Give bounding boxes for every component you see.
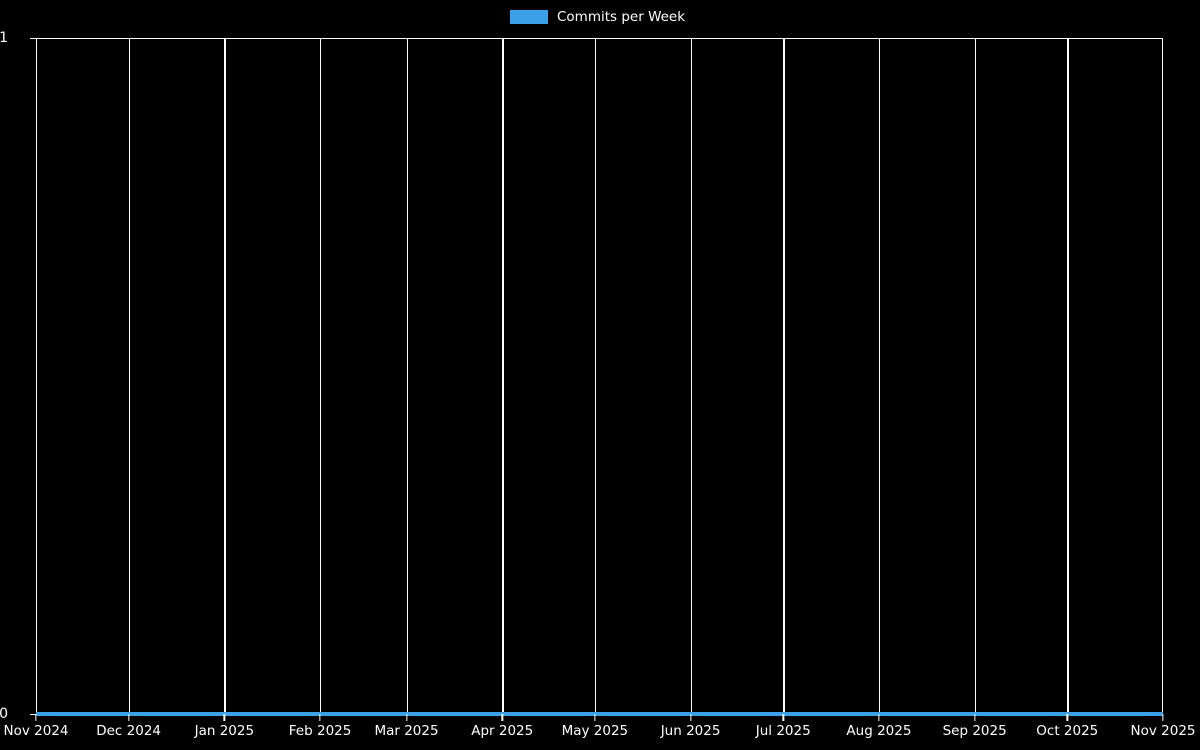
x-tick-label-mar-2025: Mar 2025 <box>374 723 439 739</box>
x-tick-label-jan-2025: Jan 2025 <box>194 723 255 739</box>
y-tick-label-1: 1 <box>0 30 8 46</box>
y-tick-label-0: 0 <box>0 706 8 722</box>
x-tick-label-nov-2025: Nov 2025 <box>1130 723 1196 739</box>
y-tick-mark-1 <box>30 38 37 40</box>
gridline-jan-2025 <box>224 38 226 714</box>
x-tick-mark-0 <box>35 714 37 721</box>
x-tick-mark-6 <box>594 714 596 721</box>
gridline-dec-2024 <box>128 38 130 714</box>
x-tick-label-jun-2025: Jun 2025 <box>660 723 721 739</box>
x-tick-mark-2 <box>223 714 225 721</box>
x-tick-mark-7 <box>689 714 692 721</box>
gridline-jul-2025 <box>783 38 785 714</box>
x-tick-mark-9 <box>878 714 880 721</box>
legend-swatch-commits-per-week <box>510 10 548 24</box>
x-tick-mark-12 <box>1162 714 1164 721</box>
x-tick-label-may-2025: May 2025 <box>561 723 629 739</box>
y-tick-mark-0 <box>30 714 37 716</box>
gridline-jun-2025 <box>690 38 692 714</box>
x-tick-mark-3 <box>319 714 321 721</box>
series-line-commits-per-week <box>36 711 1163 716</box>
chart-legend: Commits per Week <box>510 8 685 26</box>
gridline-sep-2025 <box>974 38 976 714</box>
x-tick-mark-4 <box>405 714 408 721</box>
gridline-aug-2025 <box>878 38 881 714</box>
x-tick-mark-11 <box>1066 714 1068 721</box>
x-tick-label-apr-2025: Apr 2025 <box>471 723 534 739</box>
x-tick-label-jul-2025: Jul 2025 <box>755 723 811 739</box>
axis-spine-top <box>36 38 1163 40</box>
x-tick-label-feb-2025: Feb 2025 <box>288 723 352 739</box>
axis-spine-left <box>36 38 38 714</box>
plot-area <box>36 38 1163 716</box>
x-tick-label-nov-2024: Nov 2024 <box>3 723 69 739</box>
x-tick-mark-10 <box>973 714 976 721</box>
x-tick-mark-1 <box>127 714 130 721</box>
gridline-oct-2025 <box>1067 38 1069 714</box>
gridline-apr-2025 <box>502 38 504 714</box>
x-tick-label-dec-2024: Dec 2024 <box>96 723 162 739</box>
x-tick-label-aug-2025: Aug 2025 <box>846 723 912 739</box>
x-tick-label-sep-2025: Sep 2025 <box>942 723 1007 739</box>
legend-label-commits-per-week: Commits per Week <box>557 9 686 25</box>
gridline-may-2025 <box>594 38 597 714</box>
gridline-mar-2025 <box>406 38 408 714</box>
x-tick-mark-8 <box>782 714 784 721</box>
x-tick-mark-5 <box>501 714 503 721</box>
x-tick-label-oct-2025: Oct 2025 <box>1036 723 1099 739</box>
gridline-feb-2025 <box>320 38 322 714</box>
axis-spine-right <box>1161 38 1163 714</box>
